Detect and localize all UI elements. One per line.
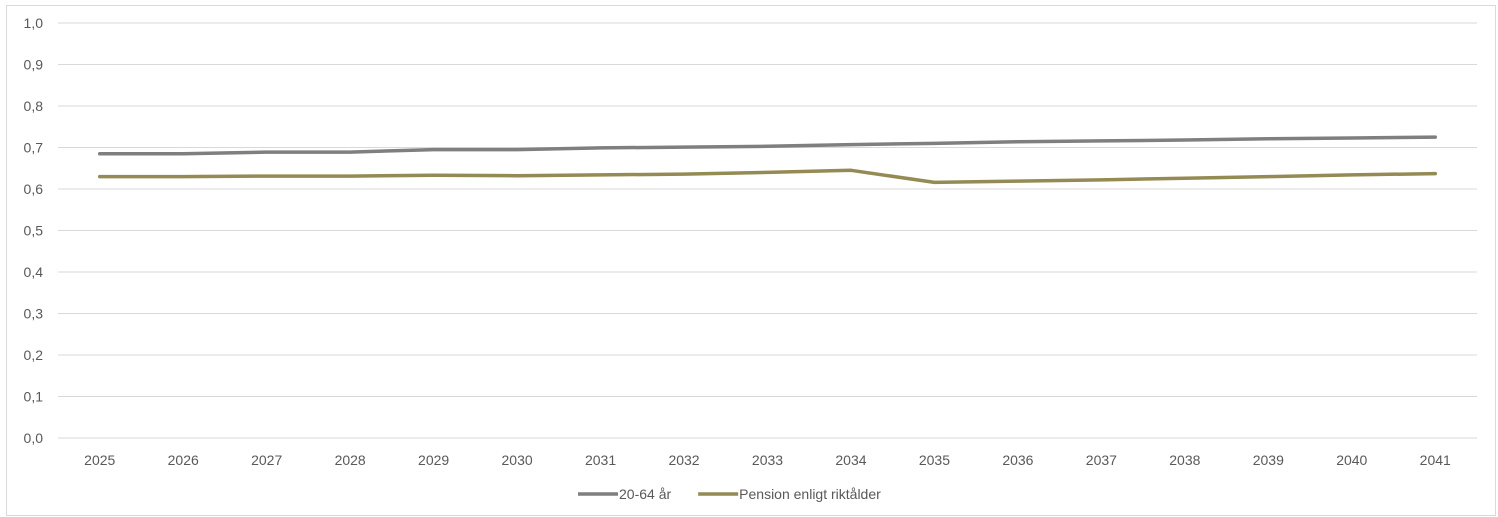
series-lines	[97, 135, 1438, 185]
x-tick-label: 2039	[1253, 452, 1284, 468]
legend: 20-64 år Pension enligt riktålder	[578, 486, 881, 502]
x-tick-label: 2032	[668, 452, 699, 468]
x-tick-label: 2029	[418, 452, 449, 468]
x-tick-label: 2025	[84, 452, 115, 468]
x-tick-label: 2034	[835, 452, 866, 468]
y-tick-label: 0,3	[24, 306, 44, 322]
y-tick-label: 0,6	[24, 181, 44, 197]
legend-label: 20-64 år	[619, 486, 671, 502]
y-tick-label: 1,0	[24, 15, 44, 31]
y-tick-label: 0,1	[24, 389, 44, 405]
y-tick-label: 0,4	[24, 264, 44, 280]
y-tick-label: 0,7	[24, 140, 44, 156]
series-line-2	[97, 168, 1438, 185]
x-tick-label: 2033	[752, 452, 783, 468]
x-tick-label: 2036	[1002, 452, 1033, 468]
x-axis-ticks: 2025 2026 2027 2028 2029 2030 2031 2032 2033 2034…	[84, 452, 1451, 468]
x-tick-label: 2037	[1086, 452, 1117, 468]
x-tick-label: 2040	[1336, 452, 1367, 468]
x-tick-label: 2026	[168, 452, 199, 468]
gridlines	[58, 22, 1477, 439]
x-tick-label: 2035	[919, 452, 950, 468]
x-tick-label: 2038	[1169, 452, 1200, 468]
x-tick-label: 2027	[251, 452, 282, 468]
x-tick-label: 2041	[1420, 452, 1451, 468]
y-tick-label: 0,5	[24, 223, 44, 239]
series-line-1	[97, 135, 1438, 156]
y-tick-label: 0,8	[24, 98, 44, 114]
y-axis-ticks: 0,0 0,1 0,2 0,3 0,4 0,5 0,6 0,7 0,8 0,9 1,0	[24, 15, 44, 446]
x-tick-label: 2031	[585, 452, 616, 468]
x-tick-label: 2028	[335, 452, 366, 468]
y-tick-label: 0,2	[24, 347, 44, 363]
chart-area	[6, 5, 1496, 516]
legend-label: Pension enligt riktålder	[739, 486, 881, 502]
x-tick-label: 2030	[502, 452, 533, 468]
y-tick-label: 0,9	[24, 57, 44, 73]
y-tick-label: 0,0	[24, 430, 44, 446]
